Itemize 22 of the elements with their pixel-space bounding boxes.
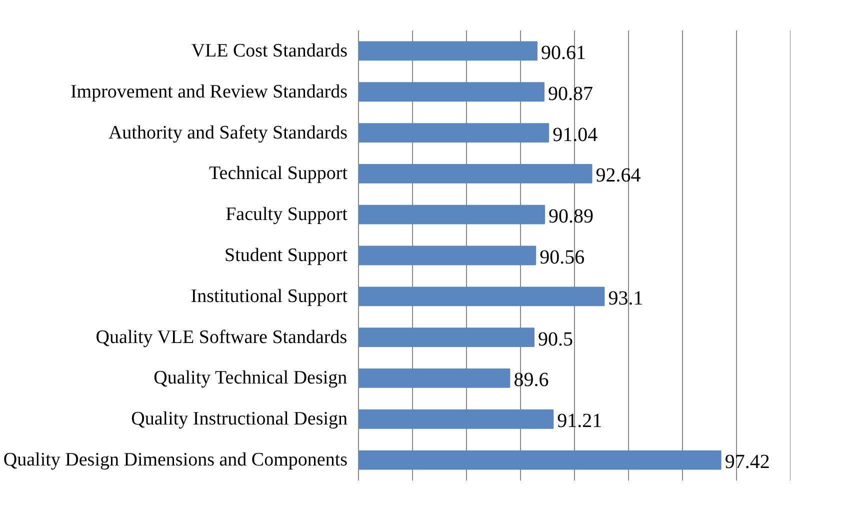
y-tick-label: Authority and Safety Standards bbox=[108, 122, 348, 144]
y-tick-label: Improvement and Review Standards bbox=[70, 81, 348, 102]
data-label: 90.5 bbox=[538, 328, 573, 350]
y-tick-label: Faculty Support bbox=[226, 204, 348, 226]
y-tick-label: Quality Technical Design bbox=[154, 368, 348, 389]
y-tick-label: VLE Cost Standards bbox=[191, 40, 348, 62]
data-label: 90.89 bbox=[548, 206, 594, 228]
data-label: 93.1 bbox=[608, 287, 644, 310]
y-tick-label: Institutional Support bbox=[190, 286, 348, 307]
data-label: 97.42 bbox=[724, 451, 770, 474]
data-label: 90.87 bbox=[548, 82, 593, 105]
data-label: 90.56 bbox=[540, 246, 585, 268]
y-tick-label: Student Support bbox=[224, 245, 348, 266]
y-tick-label: Quality Design Dimensions and Components bbox=[3, 450, 348, 471]
data-label: 92.64 bbox=[596, 164, 641, 187]
y-tick-label: Technical Support bbox=[209, 163, 348, 184]
data-label: 91.04 bbox=[552, 124, 598, 146]
data-label: 91.21 bbox=[557, 410, 602, 432]
y-tick-label: Quality Instructional Design bbox=[131, 408, 348, 430]
y-tick-label: Quality VLE Software Standards bbox=[96, 326, 348, 348]
data-label: 90.61 bbox=[540, 42, 586, 64]
data-label: 89.6 bbox=[514, 369, 549, 392]
